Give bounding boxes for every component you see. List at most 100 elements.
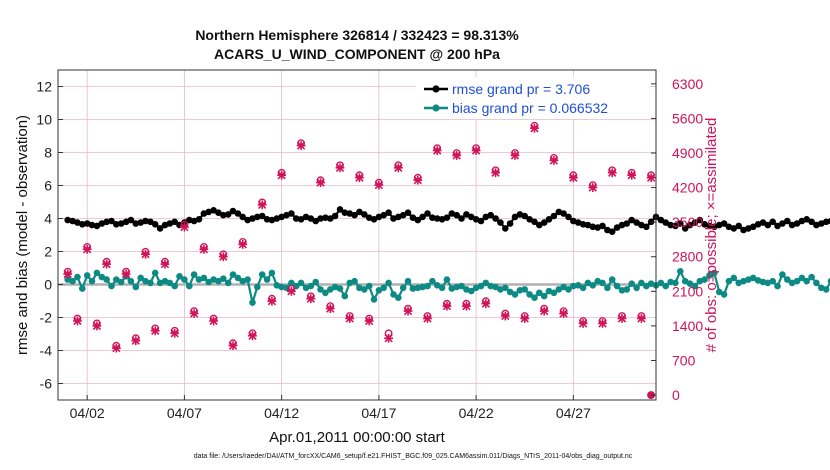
obs-assimilated-point-32 [374,180,384,190]
bias-point-94 [521,286,528,293]
rmse-point-55 [331,212,339,220]
plot-area [58,70,656,400]
legend: rmse grand pr = 3.706 bias grand pr = 0.… [416,77,650,119]
bias-point-52 [317,286,324,293]
rmse-point-72 [414,216,422,224]
rmse-point-128 [686,221,694,229]
obs-assimilated-point-52 [568,173,578,183]
bias-point-70 [404,277,412,285]
bias-point-76 [433,282,441,289]
bias-point-107 [584,279,592,287]
bias-point-95 [526,291,533,298]
bias-point-32 [220,275,227,283]
rmse-point-0 [64,216,71,224]
bias-point-38 [249,299,256,306]
obs-assimilated-point-10 [160,259,170,269]
rmse-point-14 [132,220,140,227]
rmse-point-108 [589,223,597,231]
y-right-tick-label-6: 4200 [672,180,703,196]
bias-point-112 [608,276,616,283]
obs-assimilated-point-22 [277,170,287,180]
rmse-point-46 [288,210,295,217]
rmse-point-13 [127,216,135,224]
obs-assimilated-point-23 [286,286,296,296]
rmse-point-89 [497,219,504,226]
rmse-point-82 [463,211,470,218]
rmse-point-92 [511,213,519,221]
bias-point-33 [224,279,232,287]
obs-assimilated-point-56 [607,168,617,178]
rmse-point-9 [108,217,115,225]
bias-point-17 [147,279,154,287]
obs-assimilated-point-57 [617,314,627,323]
obs-assimilated-point-12 [180,222,189,232]
rmse-point-36 [239,213,246,221]
y-tick-label-7: 8 [44,145,52,161]
rmse-point-119 [643,223,650,231]
bias-point-59 [351,277,358,285]
rmse-point-95 [526,216,533,223]
y-tick-label-6: 6 [44,178,52,194]
rmse-point-138 [735,222,742,230]
bias-point-6 [93,269,101,277]
bias-point-141 [749,274,757,282]
bias-point-116 [628,280,635,288]
bias-point-91 [506,288,514,296]
obs-assimilated-point-49 [539,306,549,316]
rmse-point-10 [113,221,120,228]
rmse-point-53 [322,214,329,221]
y-tick-label-0: -6 [40,376,53,392]
bias-point-125 [672,279,679,287]
rmse-point-76 [433,215,441,222]
rmse-point-110 [599,222,606,230]
rmse-point-19 [156,225,164,232]
rmse-point-34 [229,207,237,215]
bias-point-21 [166,279,174,287]
rmse-point-145 [769,218,776,226]
bias-point-98 [540,292,548,300]
y-right-tick-label-9: 6300 [672,76,703,92]
obs-assimilated-point-54 [588,183,598,192]
obs-assimilated-point-31 [364,316,374,326]
y-right-tick-label-4: 2800 [672,249,703,265]
bias-point-39 [253,283,261,291]
rmse-point-98 [540,219,548,226]
rmse-point-63 [370,216,378,223]
bias-point-128 [686,280,694,288]
obs-assimilated-point-7 [131,336,141,346]
rmse-point-147 [779,220,786,227]
plot-frame [57,69,657,401]
bias-point-14 [132,283,140,291]
rmse-point-18 [151,221,159,228]
rmse-point-146 [774,222,781,230]
bias-point-83 [468,287,475,295]
bias-point-51 [312,278,320,286]
obs-assimilated-point-39 [442,301,452,311]
legend-rmse-text: rmse grand pr = 3.706 [452,81,590,97]
bias-point-86 [482,279,490,287]
bias-point-87 [487,282,495,290]
rmse-point-153 [808,218,815,226]
bias-point-65 [380,284,388,292]
bias-point-151 [798,274,806,282]
obs-assimilated-point-28 [335,163,345,173]
rmse-point-126 [677,220,684,227]
obs-assimilated-point-48 [530,123,539,133]
rmse-point-115 [623,220,631,227]
rmse-point-144 [764,221,772,229]
rmse-point-137 [730,225,738,232]
obs-assimilated-point-11 [170,328,180,338]
obs-assimilated-point-0 [63,269,73,279]
rmse-point-57 [341,209,349,216]
bias-point-50 [307,282,315,290]
bias-point-24 [181,276,188,283]
rmse-point-96 [531,218,538,226]
rmse-point-61 [361,211,368,218]
obs-assimilated-point-60 [646,173,656,183]
rmse-point-24 [181,219,188,226]
bias-point-74 [424,282,431,290]
rmse-point-157 [827,217,830,225]
rmse-point-52 [317,215,324,222]
obs-assimilated-point-53 [578,319,588,328]
bias-point-48 [297,279,305,287]
